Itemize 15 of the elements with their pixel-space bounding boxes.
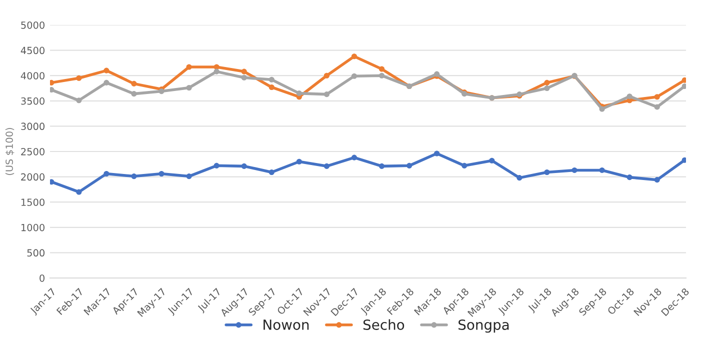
y-tick-label: 0	[40, 274, 44, 282]
legend-label: Songpa	[458, 319, 509, 333]
legend-label: Nowon	[264, 320, 309, 330]
y-tick-label: 1500	[21, 198, 44, 206]
y-tick-label: 1000	[21, 224, 44, 232]
y-tick-label: 2500	[21, 148, 44, 156]
y-tick-label: 500	[27, 249, 44, 257]
legend-label: Secho	[363, 319, 404, 330]
y-axis-title: (US $100)	[5, 128, 14, 176]
y-tick-label: 3500	[21, 97, 44, 105]
y-tick-label: 4000	[20, 72, 44, 80]
y-tick-label: 5000	[21, 21, 44, 29]
y-tick-label: 4500	[20, 46, 44, 54]
y-tick-label: 2000	[21, 173, 44, 181]
y-tick-label: 3000	[21, 122, 44, 130]
